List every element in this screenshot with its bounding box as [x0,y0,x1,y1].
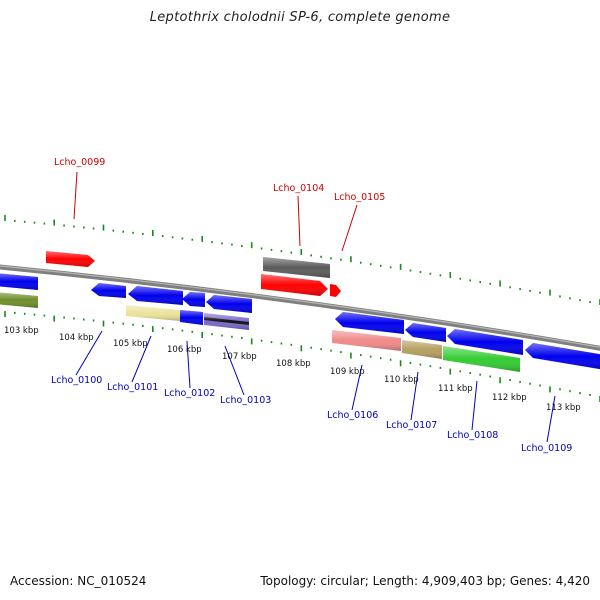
forward-genes [46,251,341,297]
map-title: Leptothrix cholodnii SP-6, complete geno… [149,10,451,25]
tick-label: 109 kbp [330,367,365,377]
gene-label-lcho-0104[interactable]: Lcho_0104 [273,183,324,194]
lower-tick-track [4,311,600,402]
gene-labels-top: Lcho_0099 Lcho_0104 Lcho_0105 [54,157,385,203]
gene-label-lcho-0099[interactable]: Lcho_0099 [54,157,105,168]
tick-label: 108 kbp [276,359,311,369]
gene-label-lcho-0106[interactable]: Lcho_0106 [327,410,378,421]
backbone [0,264,600,351]
tick-label: 110 kbp [384,375,419,385]
tick-label: 113 kbp [546,403,581,413]
gene-label-lcho-0100[interactable]: Lcho_0100 [51,375,102,386]
gene-label-lcho-0108[interactable]: Lcho_0108 [447,430,498,441]
reverse-genes [0,273,600,372]
tick-label: 103 kbp [4,326,39,336]
gene-lcho-0105b[interactable] [330,284,341,297]
accession-text: Accession: NC_010524 [10,574,147,588]
upper-tick-track [4,215,600,305]
gene-label-lcho-0109[interactable]: Lcho_0109 [521,443,572,454]
gene-label-lcho-0103[interactable]: Lcho_0103 [220,395,271,406]
tick-label: 106 kbp [167,345,202,355]
gene-label-lcho-0107[interactable]: Lcho_0107 [386,420,437,431]
gene-label-lcho-0105[interactable]: Lcho_0105 [334,192,385,203]
tick-label: 105 kbp [113,339,148,349]
genome-summary-text: Topology: circular; Length: 4,909,403 bp… [260,574,590,588]
gene-label-lcho-0102[interactable]: Lcho_0102 [164,388,215,399]
tick-labels: 103 kbp 104 kbp 105 kbp 106 kbp 107 kbp … [4,326,581,413]
gene-label-lcho-0101[interactable]: Lcho_0101 [107,382,158,393]
gene-labels-bottom: Lcho_0100 Lcho_0101 Lcho_0102 Lcho_0103 … [51,375,572,454]
label-leader-lines [73,171,556,443]
tick-label: 104 kbp [59,333,94,343]
tick-label: 112 kbp [492,393,527,403]
tick-label: 107 kbp [222,352,257,362]
tick-label: 111 kbp [438,384,473,394]
